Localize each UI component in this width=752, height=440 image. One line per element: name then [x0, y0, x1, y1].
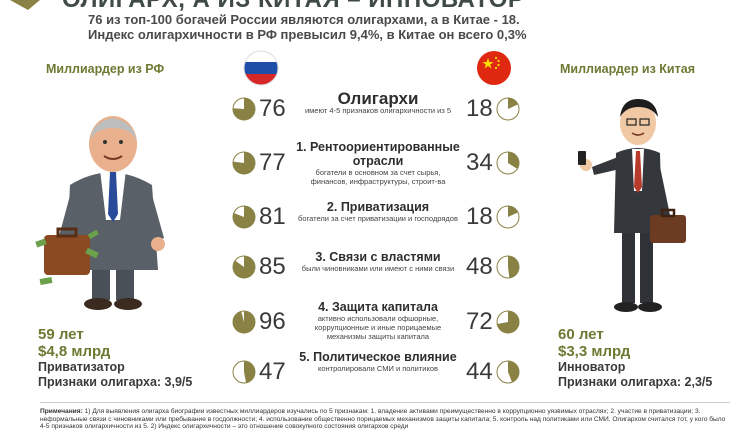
russia-value-3: 85: [232, 255, 286, 279]
category-title-2: 2. Приватизация: [326, 200, 430, 214]
footer-divider: [40, 402, 730, 403]
china-pie-3-slice: [507, 256, 519, 278]
russian-billionaire-illustration: [35, 116, 165, 310]
category-desc-4: активно использовали офшорные, коррупцио…: [314, 314, 442, 341]
china-pie-1-slice: [507, 152, 519, 169]
category-title-3: 3. Связи с властями: [315, 250, 441, 264]
russia-pie-2-slice: [232, 206, 255, 228]
china-flag-icon: [477, 51, 511, 85]
category-desc-1: богатели в основном за счет сырья, финан…: [310, 168, 446, 186]
china-pie-2-slice: [507, 206, 518, 217]
footer-notes: Примечания: 1) Для выявления олигарха би…: [40, 408, 730, 431]
russia-pie-4-slice: [233, 311, 256, 333]
left-person-stats: 59 лет $4,8 млрд Приватизатор Признаки о…: [38, 326, 192, 390]
left-person-signs: Признаки олигарха: 3,9/5: [38, 375, 193, 389]
russia-pie-1: [232, 151, 256, 175]
category-3: 3. Связи с властями были чиновниками или …: [288, 250, 468, 273]
china-number-4: 72: [466, 308, 493, 335]
russia-value-4: 96: [232, 310, 286, 334]
category-5: 5. Политическое влияние контролировали СМ…: [288, 350, 468, 373]
russia-value-1: 77: [232, 151, 286, 175]
russia-number-3: 85: [259, 253, 286, 280]
china-pie-2: [496, 205, 520, 229]
left-person-age: 59 лет: [38, 326, 84, 343]
russia-number-5: 47: [259, 358, 286, 385]
category-1: 1. Рентоориентированные отрасли богатели …: [288, 140, 468, 186]
category-title-5: 5. Политическое влияние: [299, 350, 457, 364]
subtitle-line-2: Индекс олигархичности в РФ превысил 9,4%…: [88, 27, 527, 42]
right-person-heading: Миллиардер из Китая: [560, 62, 695, 76]
russia-number-4: 96: [259, 308, 286, 335]
china-number-1: 34: [466, 149, 493, 176]
footer-text: 1) Для выявления олигарха биографии изве…: [40, 408, 726, 431]
china-value-0: 18: [466, 97, 520, 121]
china-number-3: 48: [466, 253, 493, 280]
china-pie-4: [496, 310, 520, 334]
category-0: Олигархи имеют 4-5 признаков олигархичнос…: [288, 89, 468, 115]
category-title-4: 4. Защита капитала: [318, 300, 438, 314]
left-person-type: Приватизатор: [38, 360, 125, 374]
russia-value-2: 81: [232, 205, 286, 229]
russia-number-2: 81: [259, 203, 286, 230]
russia-pie-0: [232, 97, 256, 121]
russia-pie-4: [232, 310, 256, 334]
russia-pie-5-slice: [244, 360, 256, 383]
russia-number-1: 77: [259, 149, 286, 176]
china-pie-1: [496, 151, 520, 175]
russia-pie-1-slice: [233, 152, 256, 174]
china-value-5: 44: [466, 360, 520, 384]
chinese-billionaire-illustration: [578, 99, 686, 312]
china-pie-5: [496, 360, 520, 384]
russia-pie-2: [232, 205, 256, 229]
china-pie-5-slice: [507, 361, 519, 383]
footer-label: Примечания:: [40, 408, 83, 415]
category-desc-3: были чиновниками или имеют с ними связи: [301, 264, 455, 273]
category-desc-2: богатели за счет приватизации и господря…: [298, 214, 458, 223]
page-title: ОЛИГАРХ, А ИЗ КИТАЯ – ИННОВАТОР: [62, 0, 524, 14]
china-value-1: 34: [466, 151, 520, 175]
russia-pie-3-slice: [232, 256, 255, 278]
category-desc-0: имеют 4-5 признаков олигархичности из 5: [304, 106, 452, 115]
russia-value-5: 47: [232, 360, 286, 384]
page-subtitle: 76 из топ-100 богачей России являются ол…: [88, 12, 688, 42]
corner-decoration: [10, 0, 40, 10]
left-person-wealth: $4,8 млрд: [38, 343, 111, 360]
china-number-5: 44: [466, 358, 493, 385]
left-person-heading: Миллиардер из РФ: [46, 62, 165, 76]
russia-pie-0-slice: [232, 98, 255, 120]
category-2: 2. Приватизация богатели за счет приватиз…: [288, 200, 468, 223]
china-value-2: 18: [466, 205, 520, 229]
right-person-age: 60 лет: [558, 326, 604, 343]
subtitle-line-1: 76 из топ-100 богачей России являются ол…: [88, 12, 520, 27]
russia-number-0: 76: [259, 95, 286, 122]
category-title-0: Олигархи: [337, 89, 419, 108]
category-title-1: 1. Рентоориентированные отрасли: [296, 140, 460, 168]
russia-flag-icon: [243, 50, 279, 86]
china-number-2: 18: [466, 203, 493, 230]
right-person-wealth: $3,3 млрд: [558, 343, 631, 360]
russia-value-0: 76: [232, 97, 286, 121]
china-pie-4-slice: [496, 311, 519, 333]
category-4: 4. Защита капитала активно использовали о…: [288, 300, 468, 341]
right-person-type: Инноватор: [558, 360, 626, 374]
china-number-0: 18: [466, 95, 493, 122]
right-person-stats: 60 лет $3,3 млрд Инноватор Признаки олиг…: [558, 326, 712, 390]
china-pie-3: [496, 255, 520, 279]
category-desc-5: контролировали СМИ и политиков: [317, 364, 439, 373]
china-pie-0-slice: [507, 98, 518, 109]
china-pie-0: [496, 97, 520, 121]
russia-pie-3: [232, 255, 256, 279]
china-value-3: 48: [466, 255, 520, 279]
russia-pie-5: [232, 360, 256, 384]
china-value-4: 72: [466, 310, 520, 334]
right-person-signs: Признаки олигарха: 2,3/5: [558, 375, 713, 389]
